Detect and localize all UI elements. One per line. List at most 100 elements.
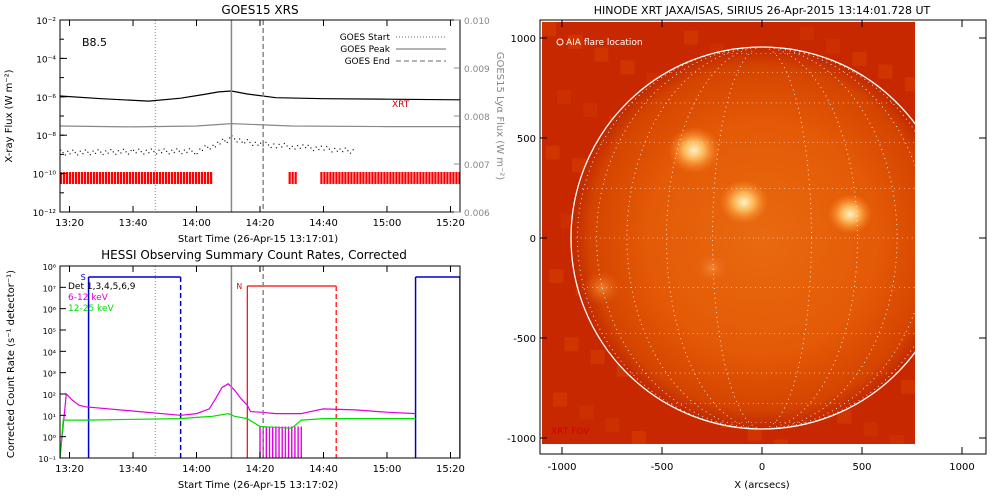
goes-flag-bar [204,172,207,184]
goes-flag-bar [105,172,108,184]
goes-flag-bar [180,172,183,184]
goes-flag-bar [201,172,204,184]
goes-flag-bar [171,172,174,184]
hessi-x-tick-label: 15:00 [373,464,402,475]
goes-lyman-dot [241,141,243,143]
xrt-active-region [827,193,873,235]
goes-flag-bar [78,172,81,184]
goes-lyman-dot [312,149,315,152]
goes-y-tick-label: 10⁻¹⁰ [33,171,57,181]
xrt-corona-patch [684,30,699,45]
goes-flag-bar [195,172,198,184]
goes-event-lines [154,20,264,212]
xrt-active-region [920,235,972,282]
goes-lyman-dot [214,146,216,148]
xrt-active-region [668,126,720,174]
goes-lyman-dot [186,151,188,153]
goes-flag-bar [132,172,135,184]
goes-flag-bar [320,172,323,184]
goes-lyman-dot [120,152,122,154]
xrt-corona-patch [747,426,762,441]
goes-flag-bar [183,172,186,184]
xrt-x-tick-label: -500 [651,462,674,473]
goes-lyman-dot [221,138,224,140]
goes-flag-bar [401,172,404,184]
goes-lyman-dot [281,146,283,148]
goes-flag-bar [108,172,111,184]
hessi-y-tick-label: 10¹ [43,412,56,421]
goes-lyman-dot [74,151,76,154]
goes-flag-bar [452,172,455,184]
goes-flag-bar [87,172,90,184]
goes-x-tick-label: 14:00 [182,218,211,229]
goes-flag-bar [174,172,177,184]
xrt-corona-patch [579,405,594,420]
goes-lyman-dot [249,141,251,144]
goes-right-y-tick-label: 0.010 [464,17,490,27]
hessi-panel: HESSI Observing Summary Count Rates, Cor… [6,248,465,491]
goes-lyman-dot [135,152,137,154]
goes-title: GOES15 XRS [221,3,298,17]
goes-flag-bar [114,172,117,184]
goes-flag-bar [135,172,138,184]
goes-lyman-dot [336,150,338,152]
goes-flag-bar [443,172,446,184]
xrt-active-region [694,252,730,284]
goes-flag-bar [96,172,99,184]
xrt-corona-patch [747,426,762,441]
goes-right-y-tick-label: 0.008 [464,113,490,123]
goes-series-high [60,122,460,128]
goes-flag-bar [374,172,377,184]
xrt-corona-patch [657,443,672,444]
goes-lyman-dot [102,153,104,156]
goes-flag-bar [93,172,96,184]
xrt-y-tick-label: -1000 [507,434,536,445]
goes-flag-bar [332,172,335,184]
xrt-image [542,22,972,444]
goes-lyman-dot [155,153,158,155]
goes-lyman-dot [297,145,299,147]
goes-lyman-dot [143,153,145,155]
goes-y-tick-label: 10⁻⁴ [36,55,56,65]
goes-flag-bar [288,172,291,184]
goes-lyman-dot [229,137,231,139]
goes-flag-bar [165,172,168,184]
xrt-corona-patch [620,60,635,75]
goes-lyman-dot [305,147,307,149]
goes-flag-bar [117,172,120,184]
goes-lyman-dot [234,138,236,140]
goes-y-tick-label: 10⁻¹² [33,209,57,219]
goes-lyman-dot [270,146,272,149]
goes-flag-bar [168,172,171,184]
goes-x-tick-label: 15:20 [436,218,465,229]
goes-lyman-dot [307,144,309,146]
goes-flag-bar [335,172,338,184]
xrt-corona-patch [568,34,583,49]
goes-flag-bar [102,172,105,184]
hessi-legend-label: 6-12 keV [68,293,109,303]
goes-lyman-dot [315,146,317,148]
xrt-corona-patch [889,435,904,444]
xrt-corona-patch [901,379,915,394]
hessi-y-tick-label: 10² [43,391,56,400]
goes-lyman-dot [67,150,69,152]
goes-lyman-dot [115,153,117,155]
goes-x-tick-label: 13:20 [55,218,84,229]
goes-flag-bar [422,172,425,184]
goes-lyman-dot [84,149,86,151]
goes-lyman-dot [127,153,130,155]
xrt-corona-patch [863,422,878,437]
goes-lyman-dot [112,151,114,153]
goes-lyman-dot [331,151,333,153]
xrt-corona-patch [773,439,788,444]
goes-lyman-dot [188,148,191,150]
goes-flag-bar [383,172,386,184]
goes-flag-bar [120,172,123,184]
goes-flag-bar [60,172,63,184]
xrt-grid-longitude [712,46,812,430]
goes-lyman-dot [244,142,246,144]
goes-lyman-dot [72,149,74,151]
xrt-solar-limb [570,46,915,430]
goes-xlabel: Start Time (26-Apr-15 13:17:01) [178,234,338,245]
hessi-x-tick-label: 15:20 [436,464,465,475]
